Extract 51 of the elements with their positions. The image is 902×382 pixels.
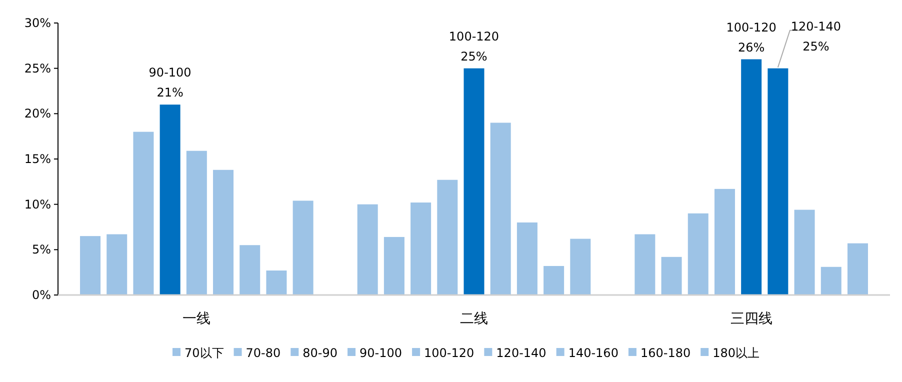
- data-label: 25%: [802, 39, 830, 54]
- text: 100-120: [726, 20, 776, 34]
- legend-label: 100-120: [424, 346, 474, 360]
- bar: [384, 236, 404, 295]
- bar: [820, 266, 842, 295]
- legend-label: 80-90: [302, 346, 338, 360]
- bar: [80, 236, 101, 295]
- bar: [292, 200, 314, 295]
- y-tick-label: 30%: [24, 16, 51, 30]
- bar: [266, 270, 287, 295]
- text: 100-120: [448, 29, 500, 44]
- bar: [634, 234, 656, 295]
- text: 90-100: [148, 66, 192, 80]
- y-tick-label: 0%: [32, 288, 51, 302]
- bar: [794, 210, 815, 295]
- x-tick-label: 一线: [182, 311, 211, 327]
- legend-label: 90-100: [360, 346, 402, 360]
- data-label: 21%: [156, 86, 184, 100]
- bar: [544, 266, 564, 295]
- bar: [688, 213, 708, 295]
- y-tick-label: 10%: [24, 197, 51, 212]
- x-tick-label: 三四线: [730, 311, 772, 327]
- legend-label: 160-180: [640, 346, 691, 360]
- y-tick-label: 5%: [32, 242, 51, 257]
- legend-label: 140-160: [568, 346, 618, 360]
- bar: [106, 234, 128, 295]
- legend-label: 70以下: [184, 346, 224, 360]
- bar: [464, 68, 484, 295]
- bar: [741, 59, 762, 295]
- y-tick-label: 25%: [24, 61, 51, 76]
- legend-label: 70-80: [246, 346, 281, 360]
- bar: [516, 222, 538, 295]
- bar: [570, 238, 591, 295]
- data-label: 26%: [738, 40, 765, 54]
- y-tick-label: 20%: [24, 106, 51, 121]
- data-label: 25%: [460, 49, 488, 64]
- bar: [714, 188, 735, 295]
- bar: [847, 243, 868, 295]
- bar: [490, 122, 511, 295]
- x-tick-label: 二线: [460, 311, 488, 327]
- bar: [133, 132, 154, 295]
- bar: [213, 170, 234, 295]
- bar: [661, 256, 682, 295]
- bar: [410, 202, 432, 295]
- text: 120-140: [790, 19, 842, 34]
- bar: [437, 180, 458, 295]
- legend-label: 180以上: [712, 346, 760, 360]
- y-tick-label: 15%: [24, 152, 51, 166]
- bar: [240, 245, 260, 295]
- legend-label: 120-140: [496, 346, 546, 360]
- bar: [357, 204, 378, 295]
